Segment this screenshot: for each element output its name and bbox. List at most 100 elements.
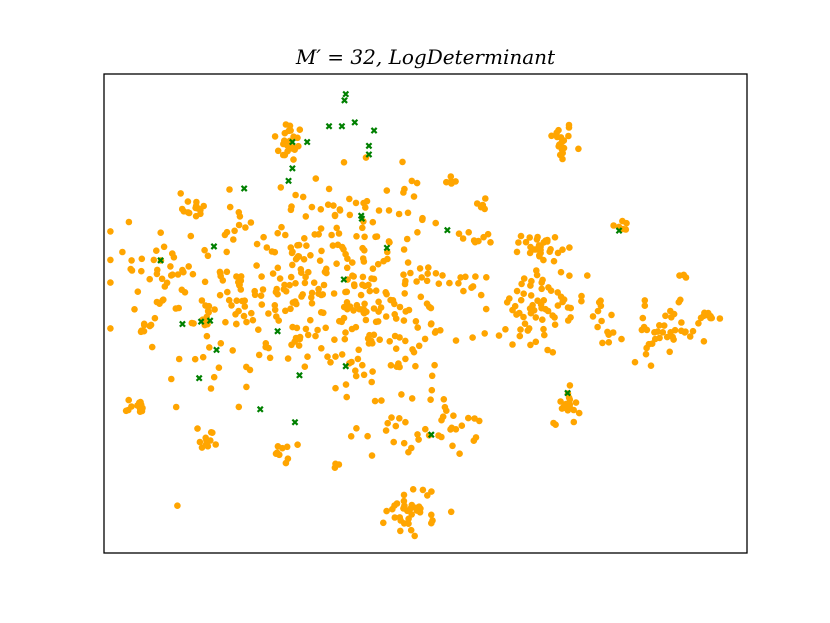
plot-frame [103, 73, 748, 554]
data-point [670, 336, 677, 343]
data-point [477, 291, 485, 299]
data-point [287, 206, 295, 214]
data-point [314, 326, 321, 334]
data-point [391, 514, 399, 521]
data-point [559, 246, 566, 253]
data-point [312, 332, 319, 340]
data-point [400, 439, 408, 447]
data-point [331, 464, 339, 472]
selected-point-marker [341, 96, 348, 104]
data-point [374, 260, 382, 268]
data-point [677, 296, 684, 304]
selected-point-marker [296, 371, 303, 379]
selected-point-marker [195, 374, 203, 382]
data-point [566, 272, 573, 280]
data-point [258, 301, 266, 308]
selected-point-marker [615, 227, 623, 235]
selected-points-layer [157, 90, 623, 439]
data-point [598, 317, 605, 325]
data-point [538, 285, 545, 293]
data-point [201, 246, 208, 254]
data-point [553, 133, 561, 141]
data-point [226, 203, 234, 211]
selected-point-marker [303, 138, 311, 146]
data-point [247, 219, 255, 226]
selected-point-marker [285, 177, 292, 185]
data-point [268, 248, 276, 255]
data-point [290, 133, 297, 140]
data-point [241, 303, 249, 310]
data-point [452, 337, 460, 344]
data-point [282, 307, 289, 315]
data-point [273, 313, 280, 320]
data-point [546, 248, 553, 255]
data-point [716, 315, 724, 322]
data-point [414, 229, 421, 236]
data-point [465, 229, 473, 236]
data-point [352, 367, 359, 375]
data-point [700, 312, 707, 320]
selected-point-marker [256, 405, 264, 413]
data-point [537, 301, 545, 308]
data-point [513, 287, 521, 295]
data-point [409, 346, 416, 353]
data-point [570, 418, 578, 426]
data-point [260, 233, 267, 241]
data-point [641, 297, 649, 304]
data-point [233, 297, 240, 305]
data-point [259, 286, 267, 293]
data-point [544, 307, 552, 315]
data-point [401, 280, 409, 288]
data-point [348, 325, 356, 333]
data-point [266, 354, 274, 362]
data-point [599, 339, 606, 347]
data-point [340, 314, 348, 322]
data-point [515, 239, 522, 246]
data-point [455, 280, 462, 287]
data-point [292, 255, 300, 263]
data-point [359, 244, 366, 252]
data-point [335, 230, 343, 237]
data-point [189, 270, 197, 278]
data-point [428, 511, 435, 519]
data-point [342, 329, 349, 336]
data-point [262, 343, 270, 351]
data-point [296, 126, 304, 133]
data-point [509, 341, 516, 348]
data-point [225, 296, 233, 304]
data-point [243, 318, 250, 326]
data-point [240, 312, 248, 320]
data-point [566, 244, 573, 251]
data-point [282, 459, 290, 467]
data-point [160, 243, 168, 251]
data-point [427, 321, 435, 328]
data-point [274, 290, 281, 298]
data-point [557, 398, 564, 405]
data-point [323, 265, 330, 273]
data-point [415, 436, 422, 443]
data-point [203, 332, 211, 340]
data-point [301, 279, 309, 287]
data-point [380, 519, 387, 527]
data-point [402, 418, 409, 426]
data-point [522, 238, 530, 246]
data-point [469, 334, 476, 341]
data-point [289, 261, 296, 269]
data-point [340, 159, 348, 166]
data-point [547, 287, 555, 295]
data-point [397, 517, 405, 524]
data-point [408, 177, 416, 185]
data-point [656, 322, 663, 329]
data-point [528, 277, 535, 285]
data-point [196, 438, 204, 446]
selected-point-marker [289, 164, 296, 172]
data-point [174, 502, 181, 510]
data-point [288, 341, 295, 349]
data-point [320, 281, 328, 289]
data-point [482, 195, 489, 202]
data-point [645, 340, 653, 348]
data-point [395, 210, 403, 218]
data-point [336, 207, 344, 214]
data-point [396, 415, 403, 422]
data-point [409, 486, 417, 493]
